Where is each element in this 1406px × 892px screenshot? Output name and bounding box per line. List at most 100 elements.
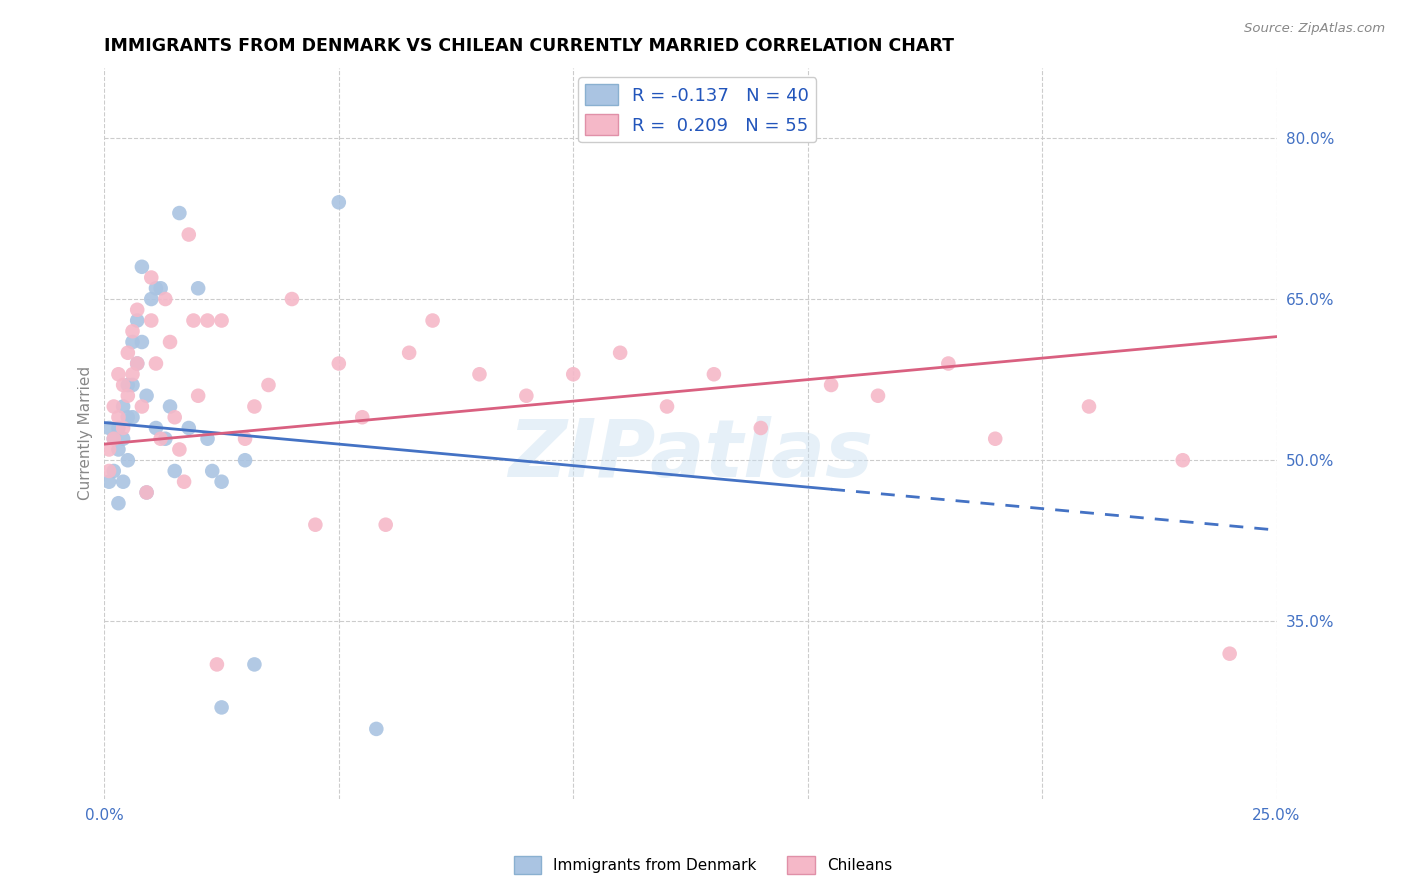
Point (655, 400, 678, 414)
Point (169, 442, 191, 457)
Point (112, 421, 135, 435)
Point (135, 485, 157, 500)
Point (468, 368, 491, 382)
Point (197, 432, 219, 446)
Point (98, 475, 121, 489)
Point (112, 378, 135, 392)
Point (135, 389, 157, 403)
Point (398, 345, 420, 359)
Point (304, 517, 326, 532)
Point (211, 475, 233, 489)
Point (112, 475, 135, 489)
Point (281, 292, 304, 306)
Point (121, 368, 143, 382)
Point (1171, 453, 1194, 467)
Point (103, 432, 125, 446)
Y-axis label: Currently Married: Currently Married (79, 367, 93, 500)
Point (155, 432, 177, 446)
Point (211, 700, 233, 714)
Point (177, 227, 200, 242)
Point (107, 421, 129, 435)
Point (1078, 400, 1101, 414)
Point (233, 432, 256, 446)
Point (183, 313, 205, 327)
Point (609, 345, 631, 359)
Point (145, 421, 167, 435)
Point (127, 357, 149, 371)
Point (121, 334, 143, 349)
Legend: R = -0.137   N = 40, R =  0.209   N = 55: R = -0.137 N = 40, R = 0.209 N = 55 (578, 77, 817, 142)
Point (187, 281, 209, 295)
Point (187, 389, 209, 403)
Point (127, 357, 149, 371)
Point (98, 464, 121, 478)
Point (103, 400, 125, 414)
Point (141, 270, 163, 285)
Point (936, 357, 959, 371)
Point (103, 464, 125, 478)
Point (201, 464, 224, 478)
Point (135, 485, 157, 500)
Point (131, 260, 153, 274)
Point (163, 464, 186, 478)
Text: Source: ZipAtlas.com: Source: ZipAtlas.com (1244, 22, 1385, 36)
Point (98, 421, 121, 435)
Point (112, 400, 135, 414)
Point (112, 432, 135, 446)
Point (121, 410, 143, 425)
Point (169, 206, 191, 220)
Point (1219, 647, 1241, 661)
Point (422, 313, 444, 327)
Point (127, 302, 149, 317)
Point (703, 368, 725, 382)
Point (149, 281, 172, 295)
Text: ZIPatlas: ZIPatlas (508, 417, 873, 494)
Point (98, 442, 121, 457)
Point (820, 378, 842, 392)
Point (107, 496, 129, 510)
Point (177, 421, 200, 435)
Point (243, 657, 266, 672)
Point (107, 442, 129, 457)
Point (749, 421, 772, 435)
Point (173, 475, 195, 489)
Point (328, 195, 350, 210)
Point (243, 400, 266, 414)
Point (131, 400, 153, 414)
Point (155, 292, 177, 306)
Point (107, 368, 129, 382)
Point (117, 345, 139, 359)
Point (141, 292, 163, 306)
Point (197, 313, 219, 327)
Point (211, 313, 233, 327)
Point (366, 722, 388, 736)
Point (117, 453, 139, 467)
Point (131, 334, 153, 349)
Point (984, 432, 1007, 446)
Point (328, 357, 350, 371)
Point (141, 313, 163, 327)
Point (866, 389, 889, 403)
Point (562, 368, 585, 382)
Point (233, 453, 256, 467)
Point (163, 410, 186, 425)
Point (145, 281, 167, 295)
Point (149, 432, 172, 446)
Point (257, 378, 280, 392)
Point (145, 357, 167, 371)
Point (205, 657, 228, 672)
Legend: Immigrants from Denmark, Chileans: Immigrants from Denmark, Chileans (508, 850, 898, 880)
Point (103, 432, 125, 446)
Point (121, 378, 143, 392)
Point (117, 378, 139, 392)
Point (352, 410, 374, 425)
Point (117, 389, 139, 403)
Point (121, 324, 143, 338)
Text: IMMIGRANTS FROM DENMARK VS CHILEAN CURRENTLY MARRIED CORRELATION CHART: IMMIGRANTS FROM DENMARK VS CHILEAN CURRE… (104, 37, 955, 55)
Point (159, 334, 181, 349)
Point (515, 389, 537, 403)
Point (127, 313, 149, 327)
Point (107, 410, 129, 425)
Point (374, 517, 396, 532)
Point (159, 400, 181, 414)
